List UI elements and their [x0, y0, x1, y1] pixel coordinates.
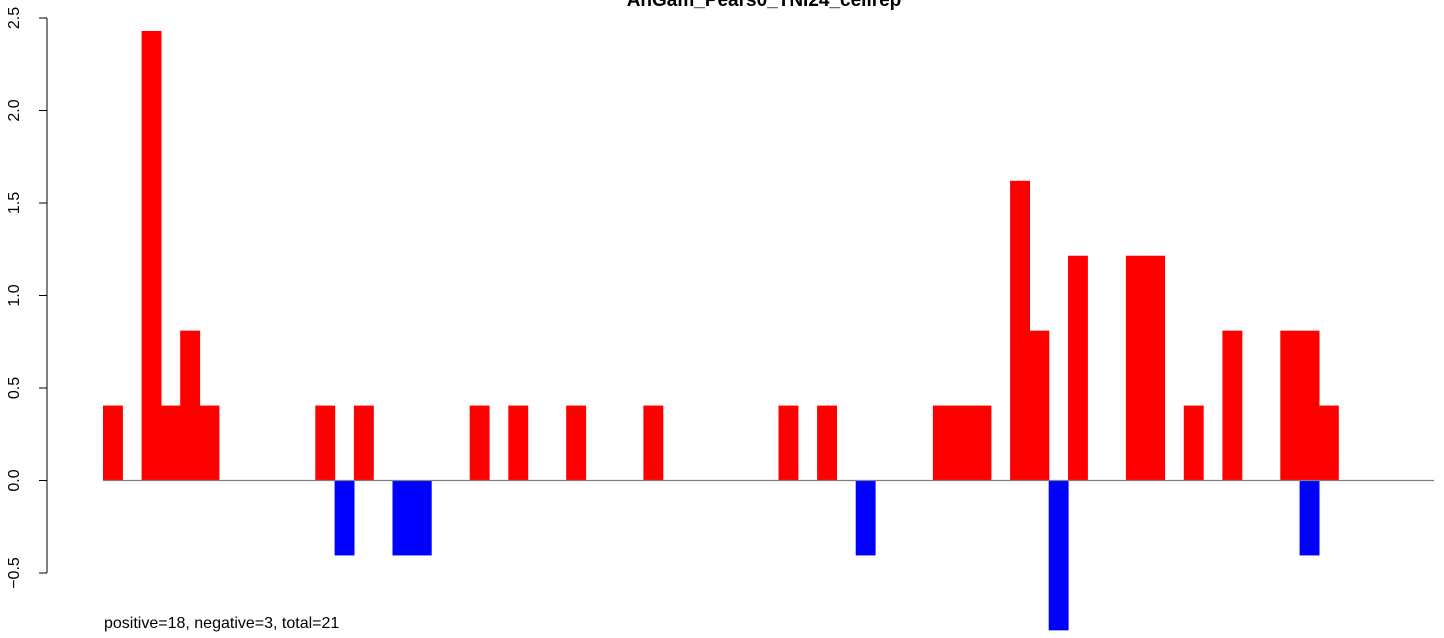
- bar-positive: [1183, 405, 1204, 481]
- bar-positive: [952, 405, 973, 481]
- bar-positive: [160, 405, 181, 481]
- bar-negative: [392, 480, 413, 556]
- bar-positive: [180, 330, 201, 481]
- bar-negative: [334, 480, 355, 556]
- chart-title: AnGam_Pears0_TNI24_cellrep: [627, 0, 902, 11]
- bars-layer: [103, 30, 1339, 631]
- y-tick-label: 2.0: [6, 99, 23, 121]
- count-annotation: positive=18, negative=3, total=21: [104, 615, 339, 632]
- bar-positive: [778, 405, 799, 481]
- bar-positive: [1145, 255, 1166, 481]
- bar-positive: [643, 405, 664, 481]
- bar-positive: [103, 405, 123, 481]
- bar-positive: [141, 30, 162, 481]
- bar-positive: [1010, 180, 1030, 481]
- bar-positive: [508, 405, 529, 481]
- bar-positive: [315, 405, 336, 481]
- y-tick-label: 1.5: [6, 192, 23, 214]
- y-tick-label: 0.0: [6, 469, 23, 491]
- bar-positive: [1280, 330, 1301, 481]
- y-tick-label: −0.5: [6, 557, 23, 589]
- bar-positive: [199, 405, 220, 481]
- bar-positive: [469, 405, 490, 481]
- bar-positive: [1029, 330, 1050, 481]
- bar-positive: [1068, 255, 1088, 481]
- bar-positive: [1299, 330, 1320, 481]
- bar-negative: [411, 480, 432, 556]
- bar-positive: [1318, 405, 1339, 481]
- bar-negative: [855, 480, 876, 556]
- bar-positive: [566, 405, 587, 481]
- bar-positive: [1222, 330, 1243, 481]
- bar-positive: [817, 405, 837, 481]
- bar-negative: [1048, 480, 1069, 631]
- bar-negative: [1299, 480, 1320, 556]
- bar-positive: [971, 405, 992, 481]
- y-axis: −0.5 0.0 0.5 1.0 1.5 2.0 2.5: [6, 7, 48, 589]
- bar-positive: [1125, 255, 1146, 481]
- bar-positive: [353, 405, 374, 481]
- y-tick-label: 2.5: [6, 7, 23, 29]
- y-tick-label: 0.5: [6, 377, 23, 399]
- bar-positive: [932, 405, 953, 481]
- y-tick-label: 1.0: [6, 284, 23, 306]
